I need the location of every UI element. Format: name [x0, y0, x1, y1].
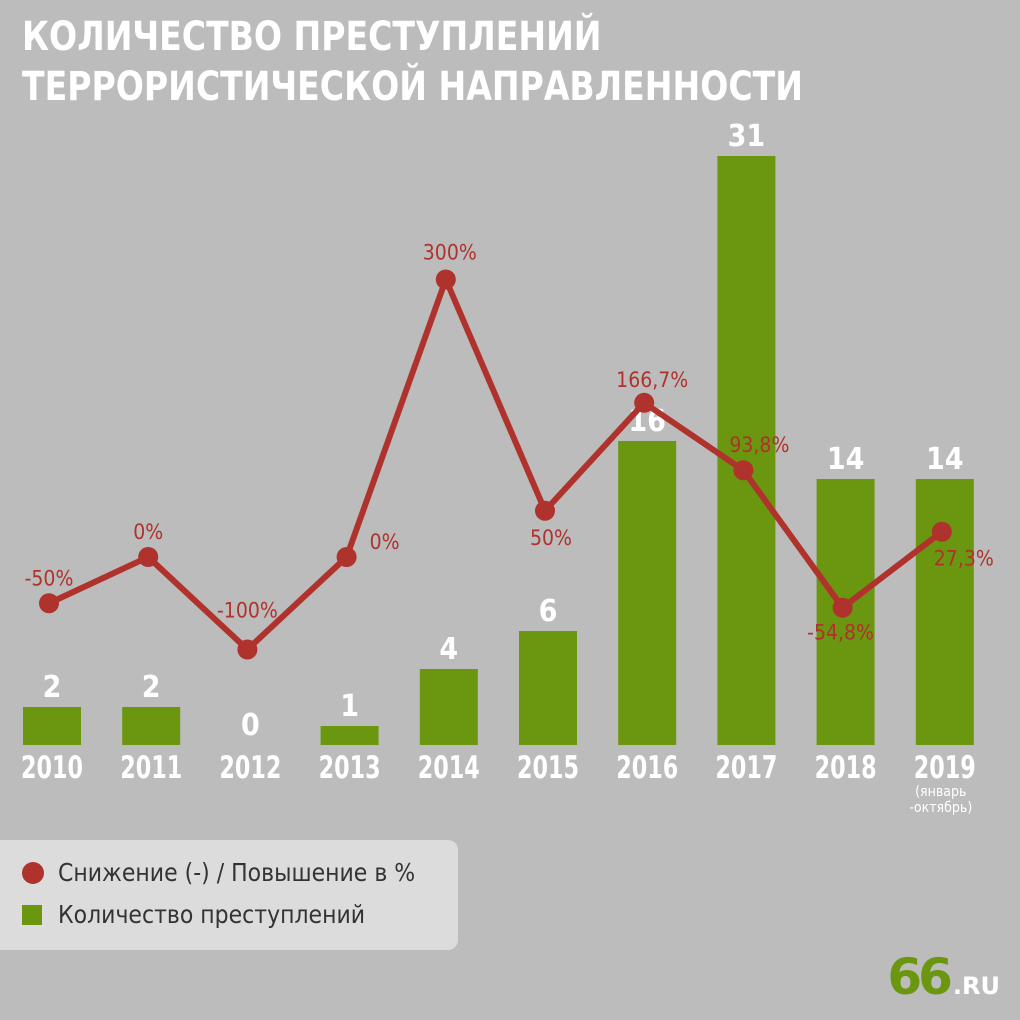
bar-label-2014: 4	[439, 632, 458, 667]
bar-2014	[419, 669, 478, 745]
line-label-2017: 93,8%	[729, 433, 789, 457]
logo-number: 66	[887, 948, 953, 1006]
bar-2013	[320, 726, 379, 745]
logo: 66 .RU	[887, 948, 1000, 1006]
category-note-2019-2: -октябрь)	[909, 800, 972, 816]
line-point-2016	[634, 392, 655, 413]
line-point-2010	[39, 593, 59, 614]
line-point-2018	[832, 597, 853, 618]
category-label-2013: 2013	[319, 750, 381, 786]
bar-2011	[122, 707, 181, 745]
category-note-2019-1: (январь	[915, 784, 966, 800]
line-point-2015	[535, 500, 555, 521]
category-label-2018: 2018	[815, 750, 877, 786]
line-label-2014: 300%	[423, 241, 477, 265]
category-label-2015: 2015	[517, 750, 579, 786]
line-point-2014	[435, 269, 456, 290]
chart-title-line-2: ТЕРРОРИСТИЧЕСКОЙ НАПРАВЛЕННОСТИ	[22, 64, 803, 110]
line-label-2018: -54,8%	[807, 621, 874, 645]
bar-label-2011: 2	[142, 670, 161, 705]
category-label-2012: 2012	[219, 750, 281, 786]
line-point-2013	[336, 547, 357, 567]
line-label-2016: 166,7%	[616, 368, 688, 392]
legend-square-icon	[22, 904, 42, 925]
line-label-2013: 0%	[370, 530, 400, 554]
chart-title: КОЛИЧЕСТВО ПРЕСТУПЛЕНИЙ ТЕРРОРИСТИЧЕСКОЙ…	[22, 12, 924, 112]
bar-label-2012: 0	[241, 708, 260, 743]
bar-2010	[23, 707, 81, 745]
legend-item-line: Снижение (-) / Повышение в %	[22, 858, 464, 887]
bar-label-2018: 14	[827, 442, 865, 477]
legend-dot-icon	[22, 861, 44, 884]
category-label-2019: 2019	[914, 750, 976, 786]
line-point-2011	[138, 547, 159, 567]
category-label-2014: 2014	[418, 750, 480, 786]
chart-title-line-1: КОЛИЧЕСТВО ПРЕСТУПЛЕНИЙ	[22, 14, 602, 60]
line-label-2010: -50%	[25, 566, 74, 590]
bar-label-2017: 31	[728, 119, 766, 154]
bar-label-2013: 1	[340, 689, 359, 724]
line-label-2011: 0%	[133, 520, 163, 544]
bar-2016	[618, 441, 677, 745]
legend-bar-label: Количество преступлений	[58, 900, 366, 929]
line-series	[47, 276, 944, 653]
line-point-2012	[237, 639, 258, 660]
category-label-2016: 2016	[616, 750, 678, 786]
legend-item-bar: Количество преступлений	[22, 900, 407, 929]
logo-domain: .RU	[952, 972, 1000, 1000]
bar-label-2019: 14	[926, 442, 964, 477]
bar-2017	[717, 156, 776, 745]
line-point-2017	[733, 460, 754, 481]
line-point-2019	[931, 521, 952, 542]
line-label-2012: -100%	[217, 599, 278, 623]
bar-2015	[519, 631, 577, 745]
category-label-2011: 2011	[120, 750, 182, 786]
legend: Снижение (-) / Повышение в % Количество …	[0, 840, 458, 950]
bar-label-2015: 6	[539, 594, 558, 629]
category-label-2017: 2017	[715, 750, 777, 786]
line-label-2015: 50%	[530, 526, 572, 550]
line-label-2019: 27,3%	[934, 547, 994, 571]
category-label-2010: 2010	[21, 750, 83, 786]
bar-2019	[915, 479, 974, 745]
bar-label-2010: 2	[43, 670, 62, 705]
legend-line-label: Снижение (-) / Повышение в %	[58, 858, 416, 887]
